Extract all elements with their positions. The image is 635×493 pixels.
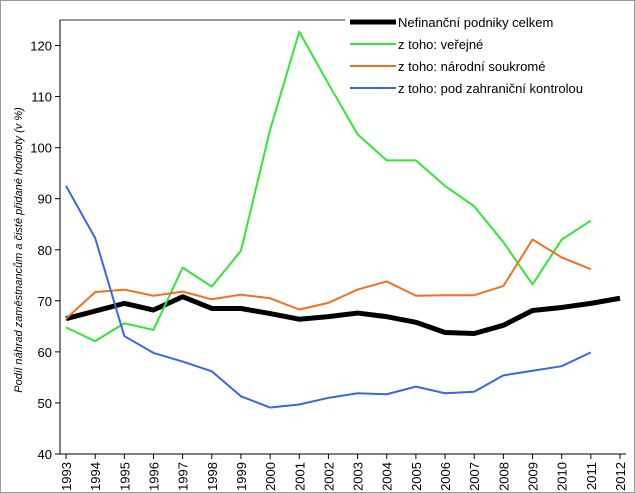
y-tick-label: 60 [38, 345, 52, 360]
series-line [65, 185, 592, 409]
y-tick-label: 120 [30, 39, 52, 54]
x-tick-label: 2000 [263, 462, 278, 491]
x-tick-label: 2009 [526, 462, 541, 491]
x-tick-label: 2011 [584, 462, 599, 490]
x-tick-label: 2003 [351, 462, 366, 491]
x-tick-label: 1997 [176, 462, 191, 491]
x-tick-label: 2005 [409, 462, 424, 491]
y-tick-label: 70 [38, 294, 52, 309]
x-tick-label: 2008 [496, 462, 511, 491]
x-tick-label: 1995 [117, 462, 132, 491]
y-tick-label: 110 [31, 90, 52, 105]
y-tick-label: 50 [38, 396, 52, 411]
y-tick-label: 80 [38, 243, 52, 258]
x-tick-label: 1999 [234, 462, 249, 491]
x-tick-label: 2010 [555, 462, 570, 491]
x-tick-label: 2004 [380, 462, 395, 491]
x-tick-label: 1996 [146, 462, 161, 491]
y-tick-label: 40 [38, 447, 52, 462]
series-line [65, 30, 592, 343]
x-tick-label: 1994 [88, 462, 103, 491]
x-tick-label: 2012 [613, 462, 628, 491]
series-line [65, 294, 621, 337]
legend-label: Nefinanční podniky celkem [398, 15, 553, 30]
legend-label: z toho: pod zahraniční kontrolou [398, 81, 583, 96]
x-tick-label: 1998 [205, 462, 220, 491]
y-axis-label: Podíl náhrad zaměstnancům a čisté přidan… [13, 107, 25, 393]
x-tick-label: 1993 [59, 462, 74, 491]
y-tick-label: 90 [38, 192, 52, 207]
x-tick-label: 2001 [292, 462, 307, 491]
legend-label: z toho: národní soukromé [398, 59, 545, 74]
x-tick-label: 2002 [321, 462, 336, 491]
y-tick-label: 100 [30, 141, 52, 156]
series-line [65, 238, 592, 320]
x-tick-label: 2007 [467, 462, 482, 491]
x-tick-label: 2006 [438, 462, 453, 491]
legend-label: z toho: veřejné [398, 37, 483, 52]
